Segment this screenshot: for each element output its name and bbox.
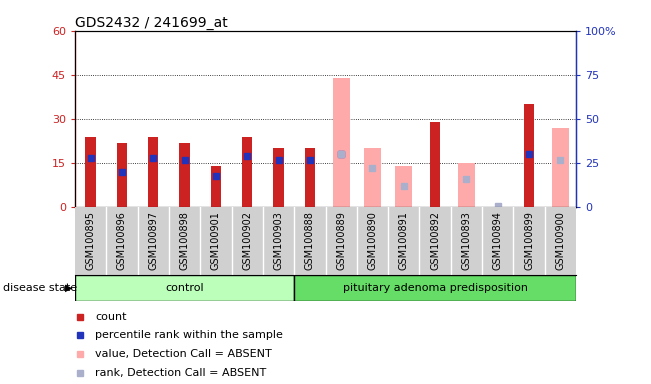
Text: GSM100892: GSM100892	[430, 211, 440, 270]
Bar	[552, 128, 569, 207]
Text: ▶: ▶	[65, 283, 73, 293]
Bar	[179, 142, 189, 207]
Text: pituitary adenoma predisposition: pituitary adenoma predisposition	[342, 283, 528, 293]
Bar	[117, 142, 127, 207]
Text: GSM100899: GSM100899	[524, 211, 534, 270]
Text: value, Detection Call = ABSENT: value, Detection Call = ABSENT	[95, 349, 271, 359]
Bar	[211, 166, 221, 207]
Text: disease state: disease state	[3, 283, 77, 293]
Text: GSM100896: GSM100896	[117, 211, 127, 270]
Text: GSM100895: GSM100895	[85, 211, 96, 270]
Text: GSM100903: GSM100903	[273, 211, 283, 270]
Bar	[333, 78, 350, 207]
Bar	[148, 137, 158, 207]
Text: GSM100898: GSM100898	[180, 211, 189, 270]
Bar	[242, 137, 253, 207]
Text: GSM100888: GSM100888	[305, 211, 315, 270]
Text: GSM100901: GSM100901	[211, 211, 221, 270]
Text: count: count	[95, 311, 126, 321]
Bar	[85, 137, 96, 207]
Text: percentile rank within the sample: percentile rank within the sample	[95, 330, 283, 340]
Text: GDS2432 / 241699_at: GDS2432 / 241699_at	[75, 16, 228, 30]
Bar	[458, 163, 475, 207]
Text: GSM100891: GSM100891	[399, 211, 409, 270]
Text: GSM100889: GSM100889	[336, 211, 346, 270]
Bar	[524, 104, 534, 207]
Bar	[273, 149, 284, 207]
Bar	[305, 149, 315, 207]
Text: control: control	[165, 283, 204, 293]
Text: GSM100890: GSM100890	[368, 211, 378, 270]
Text: GSM100894: GSM100894	[493, 211, 503, 270]
Bar	[75, 275, 294, 301]
Text: GSM100897: GSM100897	[148, 211, 158, 270]
Text: GSM100900: GSM100900	[555, 211, 566, 270]
Text: rank, Detection Call = ABSENT: rank, Detection Call = ABSENT	[95, 367, 266, 378]
Bar	[294, 275, 576, 301]
Bar	[430, 122, 440, 207]
Bar	[395, 166, 413, 207]
Bar	[364, 149, 381, 207]
Text: GSM100893: GSM100893	[462, 211, 471, 270]
Text: GSM100902: GSM100902	[242, 211, 252, 270]
